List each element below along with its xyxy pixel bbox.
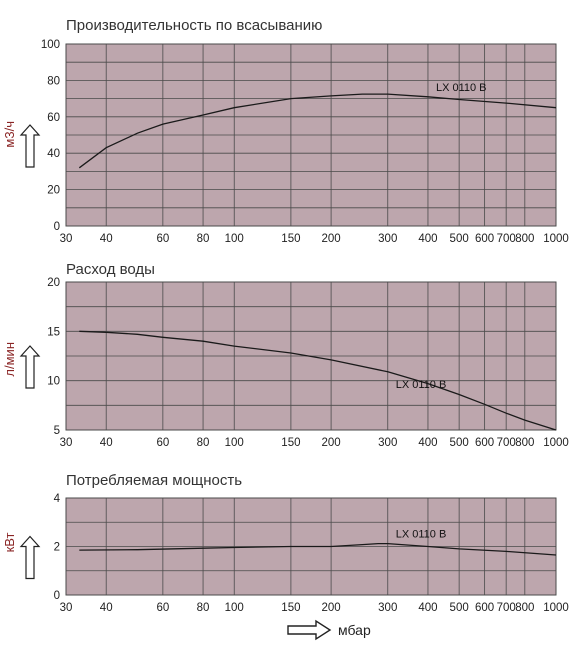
up-arrow-icon xyxy=(19,345,41,389)
x-tick-label: 100 xyxy=(225,602,244,614)
y-tick-label: 10 xyxy=(47,376,60,388)
x-axis-caption: мбар xyxy=(287,619,371,641)
x-tick-label: 400 xyxy=(418,437,437,449)
y-tick-label: 20 xyxy=(47,185,60,197)
x-tick-label: 800 xyxy=(515,233,534,245)
x-tick-label: 800 xyxy=(515,602,534,614)
x-tick-label: 800 xyxy=(515,437,534,449)
chart-title: Расход воды xyxy=(66,261,155,278)
y-tick-label: 2 xyxy=(54,542,60,554)
water-flow-chart: Расход воды 30 40 60 80 100 150 200 300 400 500 600… xyxy=(2,261,569,449)
x-tick-label: 500 xyxy=(450,233,469,245)
right-arrow-icon xyxy=(287,619,332,641)
x-tick-label: 60 xyxy=(156,602,169,614)
x-tick-label: 80 xyxy=(197,602,210,614)
suction-capacity-chart: Производительность по всасыванию 30 40 60 80… xyxy=(2,17,569,245)
x-axis-label: мбар xyxy=(338,622,371,638)
x-tick-label: 60 xyxy=(156,437,169,449)
up-arrow-icon xyxy=(19,535,41,580)
y-axis-label: м3/ч xyxy=(2,121,17,148)
x-tick-label: 200 xyxy=(322,437,341,449)
x-tick-label: 200 xyxy=(322,233,341,245)
x-tick-label: 150 xyxy=(281,437,300,449)
x-tick-label: 1000 xyxy=(543,437,569,449)
series-line xyxy=(79,330,557,431)
y-tick-label: 60 xyxy=(47,112,60,124)
x-tick-label: 1000 xyxy=(543,233,569,245)
series-label: LX 0110 B xyxy=(396,379,447,391)
y-tick-label: 5 xyxy=(54,425,60,437)
x-tick-label: 150 xyxy=(281,233,300,245)
x-tick-label: 60 xyxy=(156,233,169,245)
x-tick-label: 600 xyxy=(475,437,494,449)
x-tick-label: 40 xyxy=(100,602,113,614)
x-tick-label: 30 xyxy=(60,437,73,449)
plot-frame xyxy=(65,497,557,596)
up-arrow-icon xyxy=(19,124,41,168)
x-tick-label: 500 xyxy=(450,437,469,449)
series-label: LX 0110 B xyxy=(396,529,447,541)
x-tick-label: 300 xyxy=(378,437,397,449)
y-tick-label: 15 xyxy=(47,326,60,338)
series-line xyxy=(79,542,557,556)
y-tick-label: 100 xyxy=(41,39,60,51)
x-tick-label: 30 xyxy=(60,602,73,614)
x-tick-label: 400 xyxy=(418,602,437,614)
chart-title: Производительность по всасыванию xyxy=(66,17,322,34)
y-tick-label: 20 xyxy=(47,277,60,289)
x-tick-label: 30 xyxy=(60,233,73,245)
x-tick-label: 80 xyxy=(197,233,210,245)
x-tick-label: 200 xyxy=(322,602,341,614)
y-axis-label: л/мин xyxy=(2,342,17,377)
x-tick-label: 1000 xyxy=(543,602,569,614)
series-label: LX 0110 B xyxy=(436,82,487,94)
x-tick-label: 700 xyxy=(497,602,516,614)
x-tick-label: 100 xyxy=(225,233,244,245)
chart-title: Потребляемая мощность xyxy=(66,472,242,489)
plot-frame xyxy=(65,281,557,431)
x-tick-label: 300 xyxy=(378,233,397,245)
x-tick-label: 300 xyxy=(378,602,397,614)
y-axis-label: кВт xyxy=(2,532,17,552)
x-tick-label: 80 xyxy=(197,437,210,449)
x-tick-label: 100 xyxy=(225,437,244,449)
y-tick-label: 4 xyxy=(54,493,61,505)
y-tick-label: 0 xyxy=(54,590,60,602)
x-tick-label: 700 xyxy=(497,233,516,245)
x-tick-label: 400 xyxy=(418,233,437,245)
y-tick-label: 0 xyxy=(54,221,60,233)
x-tick-label: 700 xyxy=(497,437,516,449)
x-tick-label: 40 xyxy=(100,437,113,449)
y-tick-label: 80 xyxy=(47,75,60,87)
plot-frame xyxy=(65,43,557,227)
x-tick-label: 500 xyxy=(450,602,469,614)
series-line xyxy=(78,93,557,169)
x-tick-label: 150 xyxy=(281,602,300,614)
y-tick-label: 40 xyxy=(47,148,60,160)
x-tick-label: 600 xyxy=(475,233,494,245)
x-tick-label: 40 xyxy=(100,233,113,245)
x-tick-label: 600 xyxy=(475,602,494,614)
